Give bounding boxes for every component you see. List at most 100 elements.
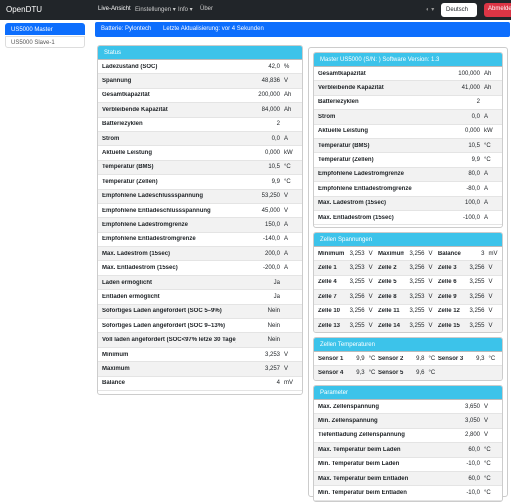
cell-group: Sensor 3 9,3 °C — [438, 356, 498, 362]
value: 9,8 — [416, 355, 425, 362]
table-row: Zelle 4 3,255 V Zelle 5 3,255 V Zelle 6 3,255 V — [314, 276, 502, 291]
table-row: Max. Entladestrom (15sec) -100,0 A — [314, 211, 502, 226]
value: Nein — [267, 322, 280, 329]
value: 3,255 — [409, 322, 425, 329]
cell-group: Zelle 11 3,255 V — [378, 308, 438, 314]
label: Zelle 6 — [437, 279, 457, 286]
unit: °C — [428, 355, 436, 362]
cell-group: Minimum 3,253 V — [318, 251, 378, 257]
unit: V — [368, 322, 373, 329]
value: 3,256 — [469, 293, 485, 300]
unit: V — [428, 293, 433, 300]
sidebar-item[interactable]: US5000 Slave-1 — [5, 36, 85, 48]
table-row: Gesamtkapazität 200,000 Ah — [98, 89, 302, 104]
nav-link[interactable]: Über — [200, 6, 214, 12]
label: Minimum — [318, 250, 344, 257]
unit: V — [284, 78, 289, 85]
value: 42,0 — [268, 63, 280, 70]
value: 9,3 — [476, 355, 485, 362]
brand[interactable]: OpenDTU — [6, 5, 43, 14]
label: Entladen ermöglicht — [102, 293, 160, 300]
label: Sofortiges Laden angefordert (SOC 9–13%) — [102, 322, 226, 329]
unit: V — [428, 322, 433, 329]
value: 0,0 — [471, 113, 480, 120]
value: 150,0 — [264, 221, 280, 228]
value: 2 — [276, 121, 280, 128]
value: Nein — [267, 337, 280, 344]
label: Zelle 1 — [318, 265, 337, 272]
cell-group: Zelle 15 3,255 V — [438, 323, 498, 329]
value: -10,0 — [466, 461, 480, 468]
value: -100,0 — [462, 214, 480, 221]
cell-group: Zelle 9 3,256 V — [438, 294, 498, 300]
label: Laden ermöglicht — [102, 279, 153, 286]
label: Zelle 8 — [377, 293, 397, 300]
unit: V — [284, 351, 289, 358]
label: Voll laden angefordert (SOC<97% letze 30… — [102, 337, 236, 344]
value: 53,250 — [261, 193, 280, 200]
value: -200,0 — [262, 265, 280, 272]
value: 3,253 — [349, 265, 365, 272]
cell-group: Zelle 12 3,256 V — [438, 308, 498, 314]
label: Aktuelle Leistung — [102, 150, 153, 157]
language-select[interactable]: Deutsch — [441, 3, 477, 17]
unit: °C — [484, 461, 491, 468]
unit: V — [428, 265, 433, 272]
table-row: Max. Ladestrom (15sec) 200,0 A — [98, 247, 302, 262]
unit: A — [284, 221, 289, 228]
card-body: Ladezustand (SOC) 42,0% Spannung 48,836 V Ges… — [98, 60, 302, 391]
unit: V — [428, 279, 433, 286]
table-row: Aktuelle Leistung 0,000 kW — [98, 146, 302, 161]
cell-group: Zelle 10 3,256 V — [318, 308, 378, 314]
label: Minimum — [102, 351, 129, 358]
unit: A — [284, 135, 289, 142]
card-body: Minimum 3,253 V Maximum 3,256 V Balance 3 mV Zell… — [314, 247, 502, 332]
table-row: Aktuelle Leistung 0,000 kW — [314, 125, 502, 139]
nav-link[interactable]: Info ▾ — [178, 7, 193, 13]
value: 3,050 — [464, 418, 480, 425]
table-row: Max. Temperatur beim Laden 60,0 °C — [314, 443, 502, 458]
unit: °C — [284, 178, 291, 185]
logout-button[interactable]: Abmelde — [484, 3, 511, 17]
value: 3,255 — [409, 279, 425, 286]
table-row: Temperatur (BMS) 10,5 °C — [98, 160, 302, 176]
label: Zelle 5 — [377, 279, 397, 286]
cell-group: Zelle 13 3,255 V — [318, 323, 378, 329]
table-row: Spannung 48,836 V — [98, 74, 302, 89]
table-row: Zelle 7 3,256 V Zelle 8 3,253 V Zelle 9 3,256 V — [314, 290, 502, 305]
label: Max. Temperatur beim Laden — [318, 446, 401, 453]
value: 41,000 — [461, 85, 480, 92]
table-row: Voll laden angefordert (SOC<97% letze 30… — [98, 333, 302, 348]
unit: kW — [284, 150, 293, 157]
value: 3,255 — [349, 322, 365, 329]
unit: °C — [484, 446, 491, 453]
label: Sensor 3 — [437, 355, 464, 362]
nav-link[interactable]: Einstellungen ▾ — [135, 7, 176, 13]
info-bar: Batterie: Pylontech Letzte Aktualisierun… — [95, 22, 510, 37]
value: 9,3 — [356, 370, 365, 377]
value: 100,000 — [458, 70, 480, 77]
nav-link[interactable]: Live-Ansicht — [98, 6, 131, 12]
table-row: Maximum 3,257 V — [98, 362, 302, 377]
label: Max. Entladestrom (15sec) — [102, 265, 178, 272]
cells-card: Zellen Spannungen Minimum 3,253 V Maximum 3,2… — [313, 232, 503, 333]
label: Sensor 1 — [318, 355, 344, 362]
label: Maximum — [102, 365, 130, 372]
value: 3,255 — [349, 279, 365, 286]
theme-icon[interactable]: ◐ ▾ — [426, 7, 435, 13]
unit: % — [284, 63, 290, 70]
label: Ladezustand (SOC) — [102, 63, 158, 70]
value: 0,000 — [264, 150, 280, 157]
unit: V — [484, 418, 489, 425]
value: 3,255 — [469, 322, 485, 329]
label: Temperatur (BMS) — [102, 164, 154, 171]
label: Min. Zellenspannung — [318, 418, 378, 425]
label: Maximum — [377, 250, 404, 257]
value: 3,255 — [469, 279, 485, 286]
card-header: Master US5000 (S/N: ) Software Version: … — [314, 53, 502, 67]
sidebar-item[interactable]: US5000 Master — [5, 23, 85, 35]
card-header: Status — [98, 46, 302, 60]
table-row: Minimum 3,253 V Maximum 3,256 V Balance 3 mV — [314, 247, 502, 262]
value: Ja — [273, 279, 280, 286]
temps-card: Zellen Temperaturen Sensor 1 9,9 °C Sensor 2… — [313, 337, 503, 381]
